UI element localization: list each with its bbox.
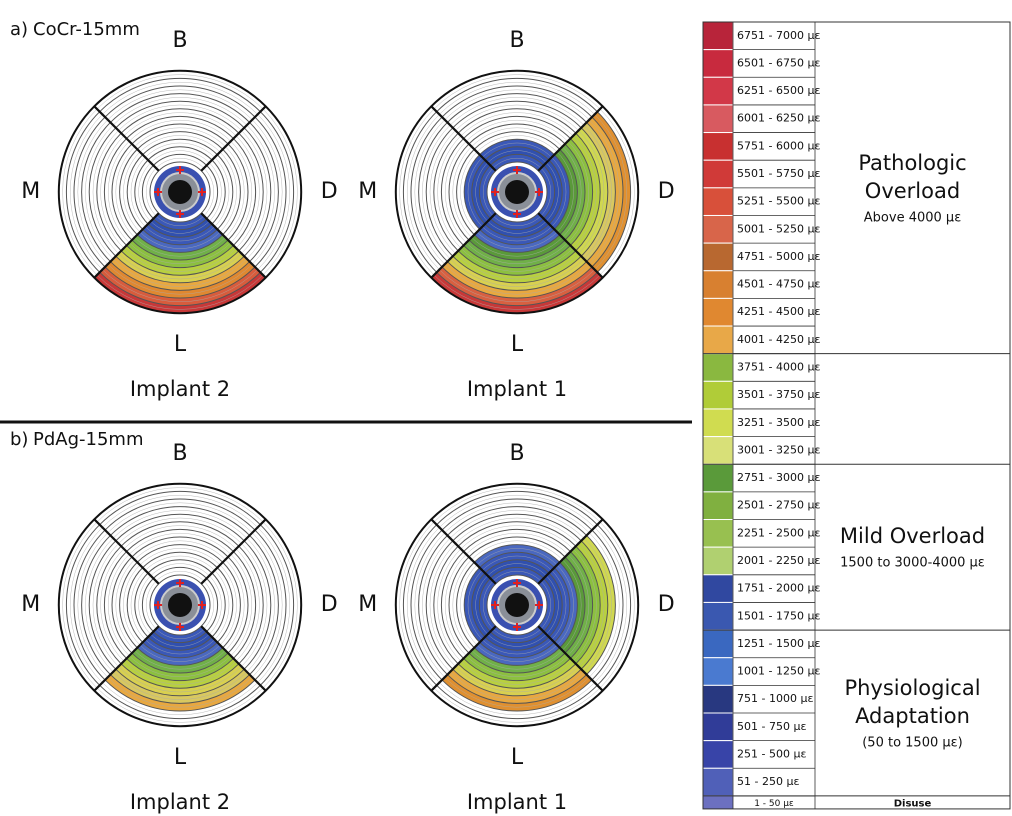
direction-label: D bbox=[658, 179, 675, 204]
legend-range: 3501 - 3750 με bbox=[737, 388, 820, 401]
legend-swatch bbox=[703, 160, 733, 188]
legend-range: 2251 - 2500 με bbox=[737, 526, 820, 539]
direction-label: B bbox=[172, 441, 187, 466]
legend-range: 5751 - 6000 με bbox=[737, 139, 820, 152]
legend-range: 251 - 500 με bbox=[737, 747, 806, 760]
group-note: 1500 to 3000-4000 με bbox=[840, 556, 985, 571]
implant-name: Implant 2 bbox=[130, 377, 230, 401]
legend-range: 51 - 250 με bbox=[737, 775, 799, 788]
group-title: Pathologic bbox=[858, 151, 966, 175]
figure: a)CoCr-15mmBLMDImplant 2BLMDImplant 1b)P… bbox=[0, 0, 1012, 816]
legend-range: 3001 - 3250 με bbox=[737, 443, 820, 456]
direction-label: L bbox=[511, 332, 524, 357]
direction-label: M bbox=[358, 592, 377, 617]
direction-label: M bbox=[21, 179, 40, 204]
legend-swatch bbox=[703, 547, 733, 575]
legend-range: 4501 - 4750 με bbox=[737, 278, 820, 291]
implant-hole bbox=[168, 593, 192, 617]
legend-swatch bbox=[703, 50, 733, 78]
legend-swatch bbox=[703, 685, 733, 713]
legend-range: 5001 - 5250 με bbox=[737, 222, 820, 235]
legend-range: 5501 - 5750 με bbox=[737, 167, 820, 180]
legend-swatch bbox=[703, 520, 733, 548]
legend-swatch bbox=[703, 105, 733, 133]
legend-swatch bbox=[703, 437, 733, 465]
legend-range: 6751 - 7000 με bbox=[737, 29, 820, 42]
legend-swatch bbox=[703, 22, 733, 50]
implant-hole bbox=[505, 593, 529, 617]
legend-range: 1001 - 1250 με bbox=[737, 665, 820, 678]
legend-swatch bbox=[703, 409, 733, 437]
panel-label: a) bbox=[10, 19, 28, 40]
legend-range: 4001 - 4250 με bbox=[737, 333, 820, 346]
legend-range: 6251 - 6500 με bbox=[737, 84, 820, 97]
direction-label: L bbox=[511, 745, 524, 770]
legend-range: 4751 - 5000 με bbox=[737, 250, 820, 263]
direction-label: D bbox=[321, 592, 338, 617]
legend-swatch bbox=[703, 630, 733, 658]
implant-hole bbox=[168, 180, 192, 204]
legend-swatch bbox=[703, 77, 733, 105]
panel-title: CoCr-15mm bbox=[33, 19, 140, 40]
direction-label: L bbox=[174, 332, 187, 357]
direction-label: D bbox=[658, 592, 675, 617]
legend-range: 1751 - 2000 με bbox=[737, 582, 820, 595]
legend-swatch bbox=[703, 492, 733, 520]
legend-range: 3751 - 4000 με bbox=[737, 361, 820, 374]
legend-swatch bbox=[703, 188, 733, 216]
legend-range: 2001 - 2250 με bbox=[737, 554, 820, 567]
legend-swatch bbox=[703, 243, 733, 271]
legend-range: 2501 - 2750 με bbox=[737, 499, 820, 512]
legend-swatch bbox=[703, 768, 733, 796]
legend-range: 6501 - 6750 με bbox=[737, 56, 820, 69]
implant-name: Implant 1 bbox=[467, 377, 567, 401]
direction-label: B bbox=[509, 28, 524, 53]
implant-name: Implant 1 bbox=[467, 790, 567, 814]
panel-label: b) bbox=[10, 429, 28, 450]
direction-label: M bbox=[358, 179, 377, 204]
legend-range: 501 - 750 με bbox=[737, 720, 806, 733]
direction-label: B bbox=[509, 441, 524, 466]
legend-range: 3251 - 3500 με bbox=[737, 416, 820, 429]
legend-swatch bbox=[703, 133, 733, 161]
group-title: Physiological bbox=[844, 676, 980, 700]
legend-swatch bbox=[703, 602, 733, 630]
legend-range: 1251 - 1500 με bbox=[737, 637, 820, 650]
legend-swatch bbox=[703, 271, 733, 299]
direction-label: M bbox=[21, 592, 40, 617]
legend-range: 1501 - 1750 με bbox=[737, 609, 820, 622]
group-title: Overload bbox=[865, 179, 960, 203]
panel-title: PdAg-15mm bbox=[33, 429, 144, 450]
legend-swatch bbox=[703, 298, 733, 326]
legend-range: 2751 - 3000 με bbox=[737, 471, 820, 484]
legend-range: 5251 - 5500 με bbox=[737, 195, 820, 208]
direction-label: B bbox=[172, 28, 187, 53]
implant-name: Implant 2 bbox=[130, 790, 230, 814]
legend-swatch bbox=[703, 741, 733, 769]
legend-swatch bbox=[703, 326, 733, 354]
direction-label: L bbox=[174, 745, 187, 770]
legend-swatch bbox=[703, 658, 733, 686]
group-note: Above 4000 με bbox=[864, 210, 961, 225]
legend-swatch bbox=[703, 381, 733, 409]
group-title: Mild Overload bbox=[840, 524, 985, 548]
legend-swatch bbox=[703, 464, 733, 492]
group-title: Adaptation bbox=[855, 704, 970, 728]
legend-swatch bbox=[703, 215, 733, 243]
legend-swatch bbox=[703, 713, 733, 741]
legend-swatch bbox=[703, 796, 733, 809]
group-note: (50 to 1500 με) bbox=[862, 736, 963, 751]
direction-label: D bbox=[321, 179, 338, 204]
legend-swatch bbox=[703, 575, 733, 603]
legend-range: 751 - 1000 με bbox=[737, 692, 813, 705]
implant-hole bbox=[505, 180, 529, 204]
legend-range: 1 - 50 με bbox=[754, 799, 794, 809]
disuse-label: Disuse bbox=[894, 798, 932, 809]
legend-range: 6001 - 6250 με bbox=[737, 112, 820, 125]
legend-swatch bbox=[703, 354, 733, 382]
legend-range: 4251 - 4500 με bbox=[737, 305, 820, 318]
